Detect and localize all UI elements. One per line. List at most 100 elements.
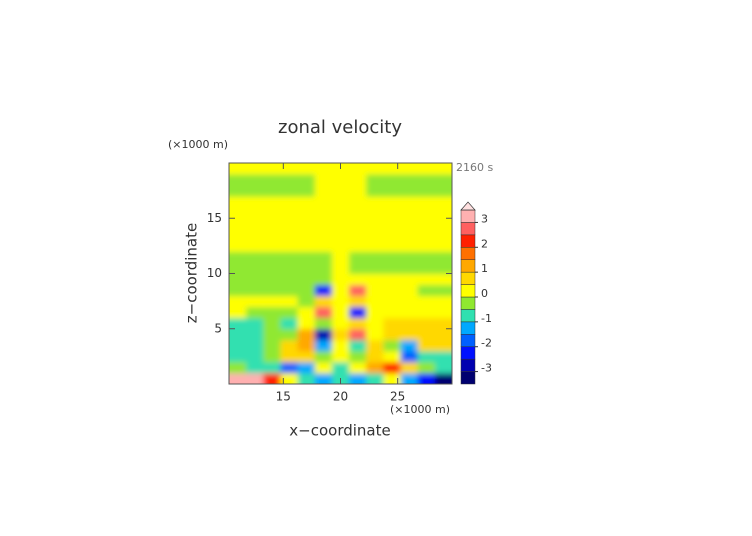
field-cell — [366, 350, 384, 363]
field-cell — [400, 240, 419, 252]
field-cell — [331, 328, 350, 341]
field-cell — [263, 196, 281, 208]
field-cell — [400, 306, 419, 319]
field-cell — [383, 295, 402, 308]
field-cell — [331, 196, 350, 208]
field-cell — [349, 317, 367, 330]
field-cell — [229, 306, 247, 319]
field-cell — [331, 262, 350, 274]
field-cell — [314, 262, 333, 274]
field-cell — [314, 350, 333, 363]
field-cell — [263, 240, 281, 252]
field-cell — [383, 317, 402, 330]
field-cell — [400, 317, 419, 330]
field-cell — [246, 361, 264, 374]
field-cell — [297, 317, 316, 330]
field-cell — [366, 273, 384, 286]
field-cell — [366, 262, 384, 274]
field-cell — [314, 273, 333, 286]
time-label: 2160 s — [456, 161, 493, 174]
field-cell — [400, 339, 419, 352]
field-cell — [297, 185, 316, 197]
colorbar-band — [460, 321, 476, 335]
field-cell — [280, 339, 299, 352]
field-cell — [400, 174, 419, 186]
field-cell — [263, 207, 281, 219]
field-cell — [400, 262, 419, 274]
field-cell — [331, 207, 350, 219]
field-cell — [383, 251, 402, 263]
field-cell — [331, 251, 350, 263]
field-cell — [280, 295, 299, 308]
field-cell — [297, 174, 316, 186]
field-cell — [400, 284, 419, 297]
field-cell — [349, 251, 367, 263]
colorbar-band — [460, 371, 476, 385]
field-cell — [246, 174, 264, 186]
field-cell — [383, 328, 402, 341]
field-cell — [331, 317, 350, 330]
field-cell — [229, 240, 247, 252]
field-cell — [331, 284, 350, 297]
field-cell — [246, 317, 264, 330]
field-cell — [280, 262, 299, 274]
field-cell — [400, 163, 419, 175]
field-cell — [246, 339, 264, 352]
field-cell — [331, 240, 350, 252]
field-cell — [349, 284, 367, 297]
field-cell — [383, 207, 402, 219]
field-cell — [331, 185, 350, 197]
field-cell — [400, 196, 419, 208]
field-cell — [280, 361, 299, 374]
field-cell — [366, 306, 384, 319]
field-cell — [349, 328, 367, 341]
colorbar-band — [460, 334, 476, 347]
field-cell — [349, 174, 367, 186]
field-cell — [349, 196, 367, 208]
field-cell — [246, 372, 264, 384]
colorbar-band — [460, 309, 476, 323]
field-cell — [400, 328, 419, 341]
field-cell — [434, 185, 452, 197]
field-cell — [229, 284, 247, 297]
field-cell — [417, 317, 436, 330]
field-cell — [229, 262, 247, 274]
field-cell — [229, 185, 247, 197]
field-cell — [297, 339, 316, 352]
field-cell — [297, 273, 316, 286]
field-cell — [314, 229, 333, 241]
y-tick-label: 15 — [207, 211, 222, 225]
colorbar: -3 -2 -1 0 1 2 3 — [460, 201, 492, 385]
field-cell — [366, 361, 384, 374]
field-cell — [246, 262, 264, 274]
field-cell — [263, 185, 281, 197]
field-cell — [366, 339, 384, 352]
field-cell — [297, 207, 316, 219]
field-cell — [263, 361, 281, 374]
field-cell — [280, 350, 299, 363]
field-cell — [417, 328, 436, 341]
field-cell — [229, 339, 247, 352]
field-cell — [383, 372, 402, 384]
field-cell — [349, 306, 367, 319]
field-cell — [246, 196, 264, 208]
field-cell — [400, 372, 419, 384]
colorbar-extension — [460, 201, 476, 211]
x-axis-label: x−coordinate — [289, 422, 390, 440]
field-cell — [246, 218, 264, 230]
field-cell — [297, 361, 316, 374]
field-cell — [434, 174, 452, 186]
field-cell — [331, 339, 350, 352]
field-cell — [434, 218, 452, 230]
field-cell — [280, 317, 299, 330]
field-cell — [331, 273, 350, 286]
field-cell — [349, 295, 367, 308]
field-cell — [366, 229, 384, 241]
field-cell — [417, 339, 436, 352]
field-cell — [297, 229, 316, 241]
field-cell — [314, 306, 333, 319]
field-cell — [434, 196, 452, 208]
field-cell — [400, 361, 419, 374]
field-cell — [314, 328, 333, 341]
